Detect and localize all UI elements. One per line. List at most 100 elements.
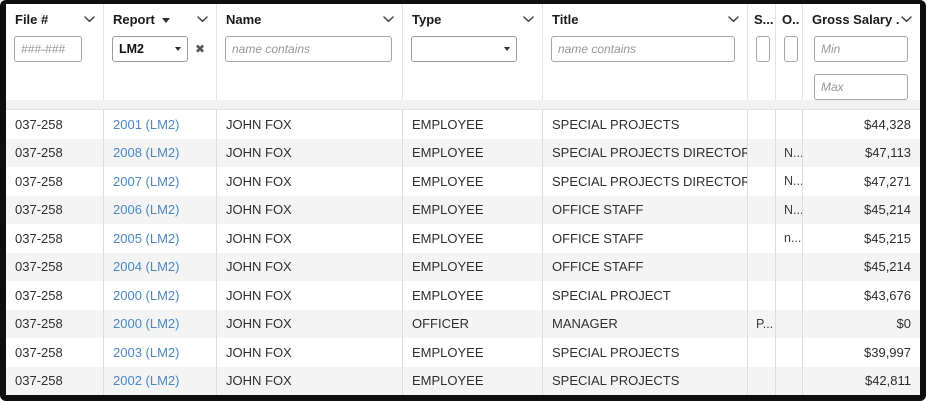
file-number-column-label: File #: [15, 11, 49, 27]
cell-report: 2001 (LM2): [104, 110, 217, 139]
cell-type: EMPLOYEE: [403, 110, 543, 139]
s-column-label: S...: [754, 11, 773, 27]
cell-file-number: 037-258: [6, 195, 104, 224]
cell-s-truncated: [748, 110, 776, 139]
cell-type: EMPLOYEE: [403, 195, 543, 224]
name-column-menu-chevron-icon[interactable]: [383, 15, 394, 23]
cell-file-number: 037-258: [6, 366, 104, 395]
table-row[interactable]: 037-258 2000 (LM2) JOHN FOX OFFICER MANA…: [6, 309, 920, 338]
report-link[interactable]: 2000 (LM2): [113, 287, 180, 303]
cell-gross-salary: $45,214: [864, 202, 911, 218]
cell-s-truncated: [748, 252, 776, 281]
cell-title: OFFICE STAFF: [543, 252, 748, 281]
cell-name: JOHN FOX: [217, 224, 403, 253]
sort-descending-icon: [161, 17, 170, 23]
cell-name: JOHN FOX: [217, 366, 403, 395]
title-column-menu-chevron-icon[interactable]: [728, 15, 739, 23]
cell-file-number: 037-258: [6, 338, 104, 367]
cell-type: EMPLOYEE: [403, 167, 543, 196]
cell-file-number: 037-258: [6, 252, 104, 281]
cell-gross-salary: $47,113: [864, 145, 911, 161]
gross-salary-max-filter-input[interactable]: [814, 74, 908, 100]
report-link[interactable]: 2008 (LM2): [113, 145, 180, 161]
cell-title: SPECIAL PROJECT: [543, 281, 748, 310]
cell-o-truncated: N...: [776, 138, 803, 167]
o-column-filter-input[interactable]: [784, 36, 798, 62]
cell-report: 2008 (LM2): [104, 138, 217, 167]
table-row[interactable]: 037-258 2005 (LM2) JOHN FOX EMPLOYEE OFF…: [6, 224, 920, 253]
cell-name: JOHN FOX: [217, 309, 403, 338]
title-filter-input[interactable]: [551, 36, 735, 62]
clear-report-filter-icon[interactable]: ✖: [195, 42, 206, 56]
report-link[interactable]: 2006 (LM2): [113, 202, 180, 218]
table-row[interactable]: 037-258 2008 (LM2) JOHN FOX EMPLOYEE SPE…: [6, 138, 920, 167]
cell-o-truncated: [776, 338, 803, 367]
cell-s-truncated: [748, 366, 776, 395]
report-link[interactable]: 2007 (LM2): [113, 173, 180, 189]
cell-s-truncated: [748, 195, 776, 224]
dropdown-caret-icon: [175, 47, 181, 51]
cell-report: 2005 (LM2): [104, 224, 217, 253]
cell-name: JOHN FOX: [217, 195, 403, 224]
table-row[interactable]: 037-258 2001 (LM2) JOHN FOX EMPLOYEE SPE…: [6, 110, 920, 139]
report-link[interactable]: 2002 (LM2): [113, 373, 180, 389]
cell-report: 2000 (LM2): [104, 309, 217, 338]
s-column-filter-input[interactable]: [756, 36, 770, 62]
table-row[interactable]: 037-258 2006 (LM2) JOHN FOX EMPLOYEE OFF…: [6, 195, 920, 224]
column-header-type: Type: [403, 4, 543, 100]
column-header-title: Title: [543, 4, 748, 100]
cell-type: EMPLOYEE: [403, 338, 543, 367]
cell-report: 2000 (LM2): [104, 281, 217, 310]
table-row[interactable]: 037-258 2004 (LM2) JOHN FOX EMPLOYEE OFF…: [6, 252, 920, 281]
cell-file-number: 037-258: [6, 138, 104, 167]
column-header-report: Report LM2 ✖: [104, 4, 217, 100]
cell-file-number: 037-258: [6, 281, 104, 310]
cell-gross-salary: $45,214: [864, 259, 911, 275]
table-row[interactable]: 037-258 2007 (LM2) JOHN FOX EMPLOYEE SPE…: [6, 167, 920, 196]
column-header-o-truncated: O...: [776, 4, 803, 100]
cell-o-truncated: [776, 366, 803, 395]
cell-o-truncated: [776, 309, 803, 338]
report-column-menu-chevron-icon[interactable]: [197, 15, 208, 23]
dropdown-caret-icon: [504, 47, 510, 51]
cell-o-truncated: n...: [776, 224, 803, 253]
gross-salary-min-filter-input[interactable]: [814, 36, 908, 62]
cell-file-number: 037-258: [6, 309, 104, 338]
cell-type: EMPLOYEE: [403, 224, 543, 253]
gross-salary-column-menu-chevron-icon[interactable]: [901, 15, 912, 23]
report-link[interactable]: 2000 (LM2): [113, 316, 180, 332]
type-filter-select[interactable]: [411, 36, 517, 62]
cell-file-number: 037-258: [6, 167, 104, 196]
cell-gross-salary: $47,271: [864, 173, 911, 189]
cell-title: SPECIAL PROJECTS: [543, 110, 748, 139]
type-column-menu-chevron-icon[interactable]: [523, 15, 534, 23]
report-link[interactable]: 2005 (LM2): [113, 230, 180, 246]
report-link[interactable]: 2003 (LM2): [113, 344, 180, 360]
file-number-column-menu-chevron-icon[interactable]: [84, 15, 95, 23]
name-column-label: Name: [226, 11, 262, 27]
table-row[interactable]: 037-258 2003 (LM2) JOHN FOX EMPLOYEE SPE…: [6, 338, 920, 367]
cell-gross-salary: $39,997: [864, 344, 911, 360]
cell-o-truncated: [776, 252, 803, 281]
report-link[interactable]: 2001 (LM2): [113, 116, 180, 132]
cell-type: EMPLOYEE: [403, 281, 543, 310]
table-row[interactable]: 037-258 2002 (LM2) JOHN FOX EMPLOYEE SPE…: [6, 366, 920, 395]
cell-name: JOHN FOX: [217, 252, 403, 281]
cell-gross-salary: $43,676: [864, 287, 911, 303]
cell-title: MANAGER: [543, 309, 748, 338]
cell-title: SPECIAL PROJECTS DIRECTOR: [543, 167, 748, 196]
report-filter-selected-value: LM2: [119, 42, 144, 56]
cell-s-truncated: [748, 224, 776, 253]
report-filter-select[interactable]: LM2: [112, 36, 188, 62]
table-row[interactable]: 037-258 2000 (LM2) JOHN FOX EMPLOYEE SPE…: [6, 281, 920, 310]
header-separator-band: [6, 100, 920, 110]
file-number-filter-input[interactable]: [14, 36, 82, 62]
cell-type: OFFICER: [403, 309, 543, 338]
cell-file-number: 037-258: [6, 110, 104, 139]
report-link[interactable]: 2004 (LM2): [113, 259, 180, 275]
cell-report: 2003 (LM2): [104, 338, 217, 367]
cell-type: EMPLOYEE: [403, 252, 543, 281]
name-filter-input[interactable]: [225, 36, 392, 62]
cell-gross-salary: $44,328: [864, 116, 911, 132]
